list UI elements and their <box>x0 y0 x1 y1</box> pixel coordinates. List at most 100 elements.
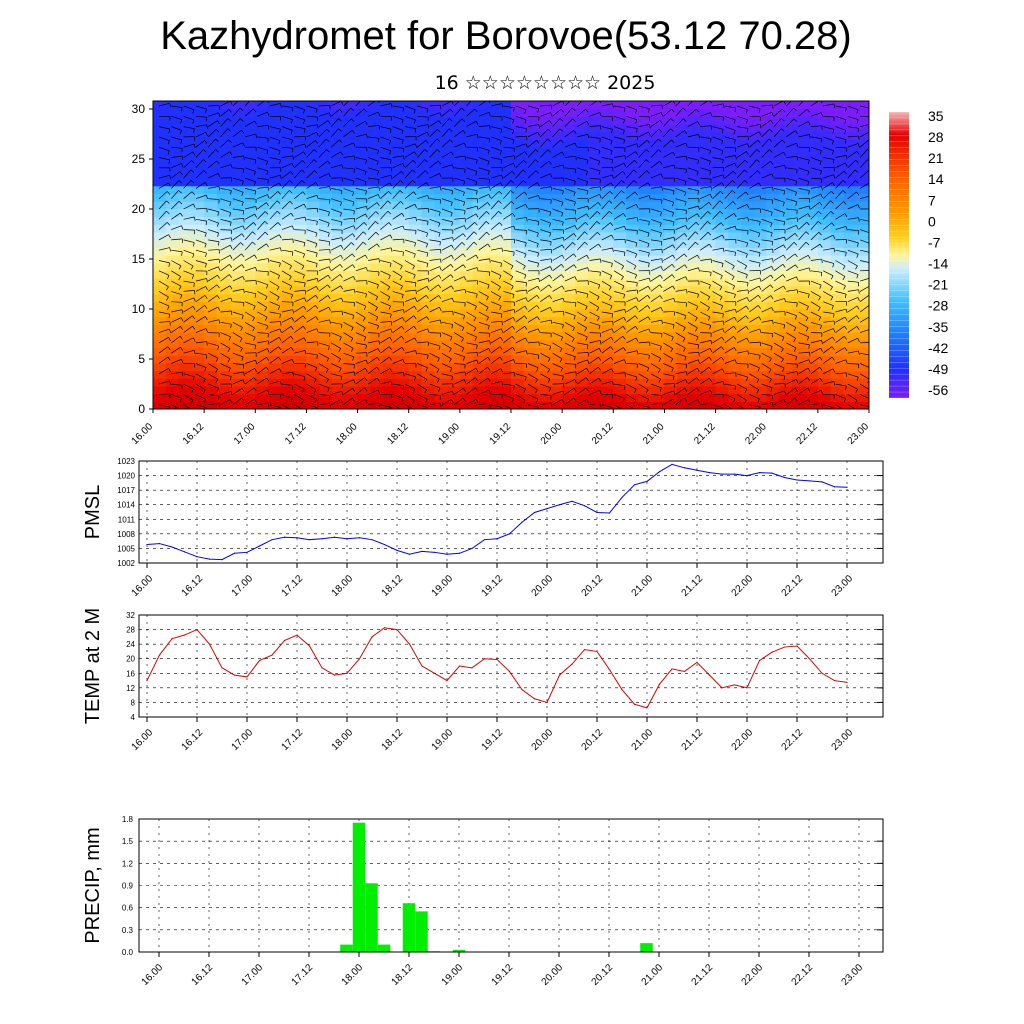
heatmap-cell <box>843 401 857 409</box>
wind-barb-flag <box>402 163 405 168</box>
wind-barb-flag <box>635 242 638 247</box>
heatmap-cell <box>856 278 869 287</box>
heatmap-cell <box>178 308 192 318</box>
heatmap-cell <box>613 131 627 141</box>
wind-barb <box>429 218 441 224</box>
wind-barb <box>183 270 194 276</box>
heatmap-cell <box>191 270 205 279</box>
wind-barb-flag <box>215 357 219 362</box>
wind-barb <box>158 311 170 315</box>
wind-barb <box>564 233 575 241</box>
heatmap-cell <box>153 116 167 125</box>
wind-barb <box>663 218 675 223</box>
wind-barb-flag <box>598 243 602 248</box>
wind-barb <box>700 146 711 151</box>
wind-barb-flag <box>254 190 257 195</box>
wind-barb-flag <box>648 263 650 268</box>
wind-barb <box>626 126 638 129</box>
wind-barb-flag <box>387 210 392 215</box>
wind-barb-flag <box>438 274 442 279</box>
heatmap-cell <box>766 116 781 125</box>
wind-barb-flag <box>265 366 269 371</box>
wind-barb-flag <box>585 377 589 381</box>
wind-barb <box>269 126 281 130</box>
wind-barb-flag <box>670 358 674 363</box>
heatmap-cell <box>229 139 244 148</box>
heatmap-cell <box>498 262 512 271</box>
wind-barb <box>613 359 625 364</box>
heatmap-cell <box>511 285 525 295</box>
wind-barb-flag <box>240 118 244 122</box>
wind-barb-flag <box>660 211 662 216</box>
heatmap-cell <box>536 308 550 318</box>
heatmap-cell <box>395 185 410 194</box>
heatmap-cell <box>766 270 781 279</box>
heatmap-cell <box>242 362 256 372</box>
heatmap-cell <box>779 332 793 341</box>
wind-barb <box>257 270 269 273</box>
heatmap-cell <box>306 362 320 372</box>
heatmap-cell <box>204 370 218 379</box>
wind-barb-flag <box>660 241 663 246</box>
wind-barb <box>663 274 673 282</box>
heatmap-cell <box>638 401 653 409</box>
wind-barb-flag <box>537 131 540 136</box>
wind-barb-flag <box>388 346 392 351</box>
heatmap-cell <box>856 247 869 256</box>
wind-barb <box>663 263 673 272</box>
wind-barb <box>577 399 588 406</box>
wind-barb <box>208 342 219 347</box>
heatmap-cell <box>332 285 346 295</box>
wind-barb <box>392 383 404 386</box>
heatmap-cell <box>229 278 244 287</box>
heatmap-cell <box>472 355 487 364</box>
wind-barb-flag <box>633 180 638 184</box>
heatmap-cell <box>344 308 359 318</box>
heatmap-cell <box>293 124 308 133</box>
heatmap-cell <box>600 231 614 241</box>
heatmap-cell <box>459 355 474 364</box>
wind-barb-flag <box>672 212 675 217</box>
wind-barb-flag <box>378 340 381 345</box>
wind-barb-flag <box>376 366 380 371</box>
wind-barb <box>392 155 404 158</box>
heatmap-cell <box>255 116 269 125</box>
wind-barb <box>638 195 650 200</box>
wind-barb-flag <box>352 264 356 269</box>
heatmap-cell <box>332 193 346 202</box>
wind-barb-flag <box>190 180 195 184</box>
heatmap-cell <box>843 185 857 194</box>
heatmap-cell <box>306 324 320 333</box>
wind-barb <box>527 285 538 292</box>
wind-barb-flag <box>720 275 723 280</box>
wind-barb-flag <box>622 171 626 175</box>
heatmap-cell <box>626 154 640 164</box>
wind-barb-flag <box>425 295 429 299</box>
wind-barb <box>429 295 439 302</box>
wind-barb <box>392 359 404 364</box>
heatmap-cell <box>178 393 192 402</box>
wind-barb-flag <box>401 139 404 144</box>
heatmap-cell <box>753 385 768 395</box>
heatmap-cell <box>306 308 320 318</box>
wind-barb-flag <box>633 265 637 270</box>
heatmap-cell <box>715 178 729 187</box>
heatmap-cell <box>268 247 282 256</box>
wind-barb-flag <box>178 190 182 194</box>
heatmap-cell <box>485 170 499 179</box>
heatmap-cell <box>728 385 742 395</box>
wind-barb-flag <box>230 164 233 169</box>
wind-barb-flag <box>709 194 713 198</box>
heatmap-cell <box>766 147 781 156</box>
wind-barb-flag <box>424 159 428 163</box>
wind-barb-flag <box>610 305 613 310</box>
wind-barb <box>675 177 687 182</box>
heatmap-cell <box>677 193 691 202</box>
heatmap-cell <box>574 355 589 364</box>
wind-barb-flag <box>241 388 245 392</box>
wind-barb-flag <box>302 191 306 196</box>
wind-barb <box>429 258 441 261</box>
wind-barb-flag <box>684 192 687 197</box>
heatmap-cell <box>664 255 678 264</box>
wind-barb <box>232 379 244 385</box>
